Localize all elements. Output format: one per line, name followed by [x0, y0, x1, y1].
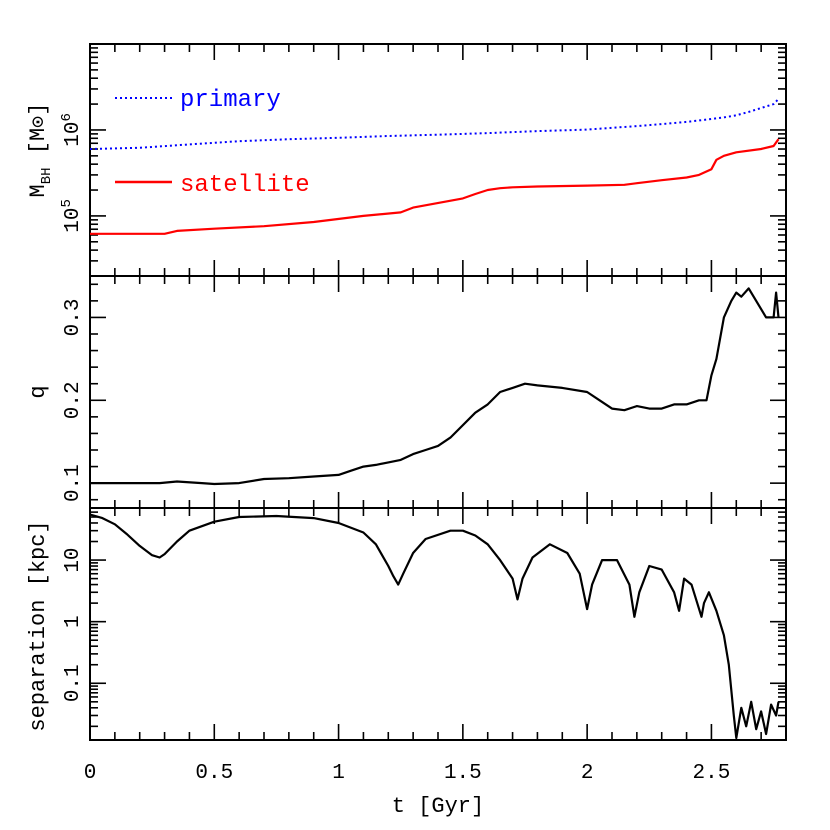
- middle-y-axis-title: q: [26, 385, 51, 398]
- mass-frame: [89, 43, 787, 277]
- y-tick-label: 105: [59, 199, 85, 233]
- legend-primary-label: primary: [180, 87, 281, 114]
- separation-panel: 0.1 1 10 0 0.5 1 1.5 2 2.5: [62, 507, 787, 785]
- x-tick-label: 0: [84, 762, 97, 785]
- x-tick-label: 1.5: [444, 762, 482, 785]
- x-tick-label: 0.5: [195, 762, 233, 785]
- bottom-y-axis-title: separation [kpc]: [26, 520, 51, 731]
- y-tick-label: 0.3: [62, 299, 85, 337]
- y-tick-label: 0.1: [62, 664, 85, 702]
- top-y-axis-title: MBH [M⊙]: [26, 103, 55, 198]
- x-axis-title: t [Gyr]: [392, 794, 484, 819]
- y-tick-label: 0.1: [62, 464, 85, 502]
- legend: primary satellite: [115, 87, 310, 199]
- x-tick-label: 2: [581, 762, 594, 785]
- satellite-line: [90, 138, 780, 235]
- y-tick-label: 0.2: [62, 381, 85, 419]
- y-tick-label: 106: [59, 113, 85, 147]
- ratio-frame: [89, 275, 787, 509]
- ratio-line: [90, 287, 780, 486]
- x-tick-label: 1: [332, 762, 345, 785]
- separation-frame: [89, 507, 787, 741]
- legend-satellite-label: satellite: [180, 172, 310, 199]
- x-tick-label: 2.5: [693, 762, 731, 785]
- primary-line: [90, 98, 780, 150]
- mass-panel: 105 106: [59, 43, 787, 277]
- y-tick-label: 10: [62, 547, 85, 572]
- mass-ratio-panel: 0.1 0.2 0.3: [62, 275, 787, 509]
- separation-line: [90, 513, 780, 740]
- y-tick-label: 1: [62, 615, 85, 628]
